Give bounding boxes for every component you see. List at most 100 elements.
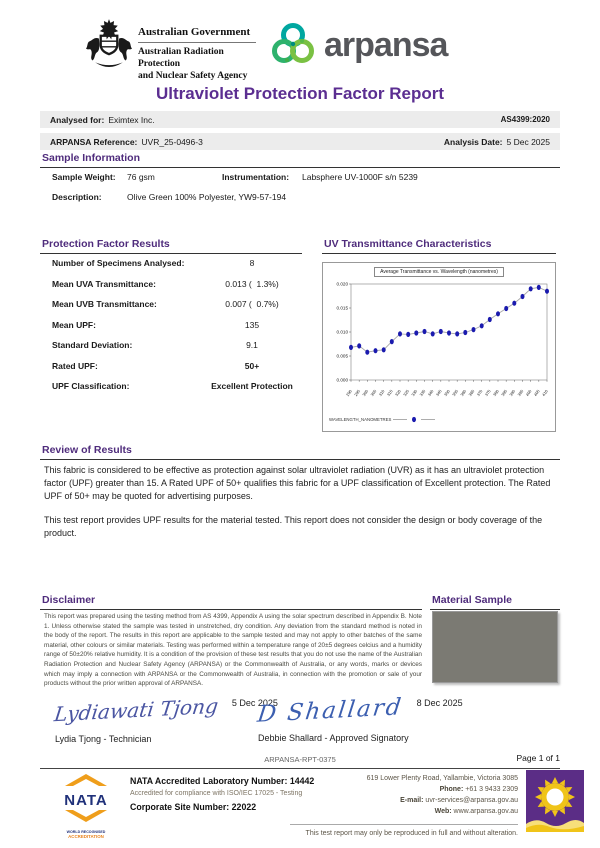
document-id: ARPANSA-RPT-0375: [264, 755, 336, 764]
reference-value: UVR_25-0496-3: [141, 136, 203, 147]
svg-text:345: 345: [435, 388, 443, 397]
nata-logo: NATA WORLD RECOGNISED ACCREDITATION: [52, 774, 120, 839]
contact-block: 619 Lower Plenty Road, Yallambie, Victor…: [300, 774, 518, 817]
sample-weight-value: 76 gsm: [127, 172, 155, 182]
result-row: Mean UVA Transmittance: 0.013 ( 1.3%): [52, 278, 279, 289]
australian-coat-of-arms-icon: [86, 18, 132, 75]
svg-text:0.010: 0.010: [337, 330, 349, 335]
disclaimer-heading: Disclaimer: [40, 594, 422, 610]
uv-transmittance-chart: Average Transmittance vs. Wavelength (na…: [322, 262, 556, 432]
svg-text:335: 335: [418, 388, 426, 397]
chart-title: Average Transmittance vs. Wavelength (na…: [374, 267, 504, 277]
nata-chevron-up-icon: [65, 774, 107, 786]
nata-chevron-down-icon: [65, 810, 107, 822]
result-row: Standard Deviation: 9.1: [52, 340, 258, 350]
sample-information-block: Sample Weight: 76 gsm Instrumentation: L…: [52, 172, 548, 212]
meta-row-reference: ARPANSA Reference: UVR_25-0496-3 Analysi…: [40, 133, 560, 150]
signatory-signature: D Shallard: [255, 694, 405, 728]
gov-agency: Australian Radiation Protection and Nucl…: [138, 47, 248, 81]
svg-text:410: 410: [541, 388, 549, 397]
sample-information-heading: Sample Information: [40, 152, 560, 168]
nata-tagline-1: WORLD RECOGNISED: [66, 830, 106, 834]
reproduction-note: This test report may only be reproduced …: [290, 824, 518, 837]
technician-signature-block: Lydiawati Tjong 5 Dec 2025 Lydia Tjong -…: [53, 694, 278, 744]
phone-line: Phone: +61 3 9433 2309: [439, 785, 518, 793]
svg-text:355: 355: [451, 388, 459, 397]
address-line: 619 Lower Plenty Road, Yallambie, Victor…: [366, 775, 518, 782]
standard-code: AS4399:2020: [500, 115, 550, 124]
analysed-for-value: Eximtex Inc.: [108, 114, 155, 125]
review-paragraph-2: This test report provides UPF results fo…: [44, 515, 543, 539]
page-number: Page 1 of 1: [516, 753, 560, 763]
svg-text:365: 365: [467, 388, 475, 397]
material-sample-swatch: [432, 611, 558, 683]
svg-text:400: 400: [525, 388, 533, 397]
result-row: Rated UPF: 50+: [52, 360, 260, 371]
analysed-for-label: Analysed for:: [50, 114, 105, 125]
analysis-date-label: Analysis Date:: [443, 136, 503, 147]
review-heading: Review of Results: [40, 444, 560, 460]
site-number: Corporate Site Number: 22022: [130, 802, 257, 812]
description-value: Olive Green 100% Polyester, YW9-57-194: [127, 192, 287, 202]
result-row: UPF Classification: Excellent Protection: [52, 381, 293, 391]
technician-signature: Lydiawati Tjong: [52, 693, 220, 727]
technician-sign-date: 5 Dec 2025: [231, 698, 278, 708]
svg-text:330: 330: [410, 388, 418, 397]
chart-section-heading: UV Transmittance Characteristics: [322, 238, 556, 254]
accreditation-block: NATA Accredited Laboratory Number: 14442…: [130, 776, 340, 816]
svg-text:375: 375: [484, 388, 492, 397]
signatory-sign-date: 8 Dec 2025: [416, 698, 463, 708]
footer-divider: [40, 768, 560, 769]
gov-title: Australian Government: [138, 26, 251, 38]
nata-tagline-2: ACCREDITATION: [68, 834, 104, 839]
results-heading: Protection Factor Results: [40, 238, 302, 254]
compliance-text: Accredited for compliance with ISO/IEC 1…: [130, 790, 303, 797]
result-row: Mean UPF: 135: [52, 319, 260, 330]
reference-label: ARPANSA Reference:: [50, 136, 138, 147]
svg-text:0.005: 0.005: [337, 354, 349, 359]
disclaimer-text: This report was prepared using the testi…: [44, 613, 422, 688]
meta-row-analysed: Analysed for: Eximtex Inc. AS4399:2020: [40, 111, 560, 128]
svg-text:360: 360: [459, 388, 467, 397]
svg-text:310: 310: [378, 388, 386, 397]
arpansa-wordmark: arpansa: [324, 25, 448, 64]
arpansa-sun-logo: [526, 770, 584, 837]
description-label: Description:: [52, 192, 102, 202]
email-line: E-mail: uvr-services@arpansa.gov.au: [400, 796, 518, 804]
svg-text:370: 370: [476, 388, 484, 397]
svg-text:315: 315: [386, 388, 394, 397]
government-text-block: Australian Government Australian Radiati…: [138, 26, 268, 83]
analysis-date-value: 5 Dec 2025: [506, 136, 550, 147]
svg-text:405: 405: [533, 388, 541, 397]
svg-text:305: 305: [369, 388, 377, 397]
technician-name: Lydia Tjong - Technician: [55, 734, 152, 744]
web-line: Web: www.arpansa.gov.au: [434, 807, 518, 815]
material-sample-heading: Material Sample: [430, 594, 560, 610]
instrumentation-value: Labsphere UV-1000F s/n 5239: [302, 172, 418, 182]
svg-text:320: 320: [394, 388, 402, 397]
svg-text:290: 290: [345, 388, 353, 397]
results-table: Number of Specimens Analysed: 8 Mean UVA …: [52, 258, 307, 402]
svg-text:390: 390: [508, 388, 516, 397]
result-row: Number of Specimens Analysed: 8: [52, 258, 255, 268]
arpansa-rings-icon: [272, 23, 314, 63]
page-title: Ultraviolet Protection Factor Report: [155, 84, 445, 103]
sample-weight-label: Sample Weight:: [52, 172, 116, 182]
svg-text:395: 395: [516, 388, 524, 397]
sun-icon: [535, 777, 575, 817]
svg-text:385: 385: [500, 388, 508, 397]
gov-divider: [138, 42, 256, 43]
instrumentation-label: Instrumentation:: [222, 172, 290, 182]
uv-chart-svg: 0.000 0.005 0.010 0.015 0.020 290 295 300 305 310…: [329, 282, 549, 423]
svg-text:380: 380: [492, 388, 500, 397]
signatory-signature-block: D Shallard 8 Dec 2025 Debbie Shallard - …: [256, 694, 463, 743]
svg-text:300: 300: [361, 388, 369, 397]
svg-text:340: 340: [427, 388, 435, 397]
signatory-name: Debbie Shallard - Approved Signatory: [258, 733, 409, 743]
svg-text:0.000: 0.000: [337, 378, 349, 383]
svg-text:350: 350: [443, 388, 451, 397]
svg-text:325: 325: [402, 388, 410, 397]
review-paragraph-1: This fabric is considered to be effectiv…: [44, 465, 551, 502]
svg-text:WAVELENGTH_NANOMETRES: WAVELENGTH_NANOMETRES: [329, 417, 391, 422]
